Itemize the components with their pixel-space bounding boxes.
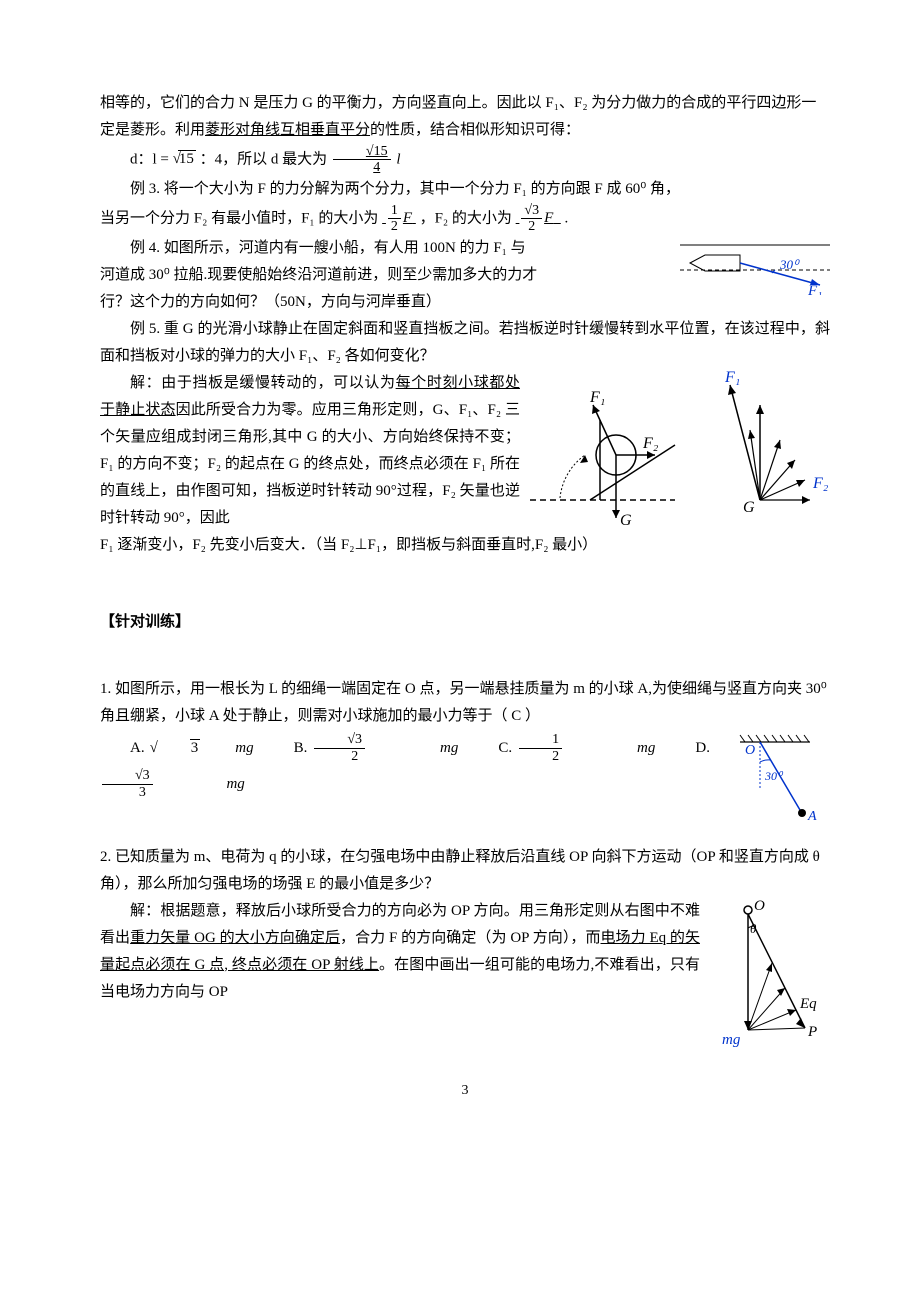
svg-text:O: O	[745, 743, 755, 758]
incline-ball-diagram: F₁ F₂ G	[530, 389, 675, 529]
boat-diagram: 30⁰ F₁	[680, 235, 830, 295]
option-c: C. 12 mg	[498, 740, 655, 756]
pendulum-diagram: O 30⁰ A	[720, 730, 830, 830]
ex4-line3: 行？这个力的方向如何？（50N，方向与河岸垂直）	[100, 289, 670, 316]
question-1-text: 1. 如图所示，用一根长为 L 的细绳一端固定在 O 点，另一端悬挂质量为 m …	[100, 676, 830, 730]
intro-paragraph-2: d：l = 15 ：4，所以 d 最大为 √154 l	[100, 144, 830, 176]
option-a: A. 3mg	[130, 740, 254, 756]
intro-frac: √154	[333, 144, 391, 176]
intro-underline: 菱形对角线互相垂直平分	[205, 122, 370, 138]
ex4-line1: 例 4. 如图所示，河道内有一艘小船，有人用 100N 的力 F₁ 与	[100, 235, 670, 262]
svg-text:30⁰: 30⁰	[764, 769, 784, 783]
ex5-solution-tail: F₁ 逐渐变小，F₂ 先变小后变大．（当 F₂⊥F₁，即挡板与斜面垂直时,F₂ …	[100, 532, 830, 559]
example-3-line1: 例 3. 将一个大小为 F 的力分解为两个分力，其中一个分力 F₁ 的方向跟 F…	[100, 176, 830, 203]
svg-text:30⁰: 30⁰	[779, 257, 800, 272]
intro-paragraph-1: 相等的，它们的合力 N 是压力 G 的平衡力，方向竖直向上。因此以 F₁、F₂ …	[100, 90, 830, 144]
svg-text:P: P	[807, 1024, 817, 1040]
ex3-blank2: √32F	[516, 210, 561, 226]
question-2-block: O θ Eq P mg 解：根据题意，释放后小球所受合力的方向必为 OP 方向。…	[100, 898, 830, 1048]
svg-text:O: O	[754, 898, 765, 914]
sqrt-icon	[150, 740, 155, 756]
intro-text-1-tail: 的性质，结合相似形知识可得：	[370, 122, 580, 138]
q2-sol-u1: 重力矢量 OG 的大小方向确定后	[130, 930, 340, 946]
svg-text:F₁: F₁	[807, 283, 822, 295]
svg-text:A: A	[807, 809, 817, 824]
vector-triangle-diagram: F₁ F₂ G	[724, 370, 829, 516]
svg-text:F₂: F₂	[642, 435, 659, 452]
q2-sol-b: ，合力 F 的方向确定（为 OP 方向），而	[340, 930, 600, 946]
svg-text:F₂: F₂	[812, 475, 829, 492]
electric-field-diagram: O θ Eq P mg	[710, 898, 830, 1048]
question-2-text: 2. 已知质量为 m、电荷为 q 的小球，在匀强电场中由静止释放后沿直线 OP …	[100, 844, 830, 898]
sqrt-15: 15	[178, 150, 196, 167]
page-number: 3	[100, 1078, 830, 1103]
example-5-intro: 例 5. 重 G 的光滑小球静止在固定斜面和竖直挡板之间。若挡板逆时针缓慢转到水…	[100, 316, 830, 370]
svg-text:mg: mg	[722, 1032, 741, 1048]
intro-p2-a: d：l =	[130, 151, 173, 167]
intro-p2-tail: l	[393, 151, 401, 167]
example-5-solution-block: F₁ F₂ G F₁ F₂ G 解：由于挡板是缓慢转动的，可以认为每个时刻小球都…	[100, 370, 830, 532]
svg-text:F₁: F₁	[724, 370, 740, 386]
svg-text:Eq: Eq	[799, 996, 817, 1012]
ex5-sol-a: 解：由于挡板是缓慢转动的，可以认为	[130, 375, 396, 391]
ex3-b: ，F₂ 的大小为	[420, 210, 516, 226]
ex3-a: 当另一个分力 F₂ 有最小值时，F₁ 的大小为	[100, 210, 378, 226]
ex3-frac1: 12	[388, 203, 401, 235]
intro-p2-b: ：4，所以 d 最大为	[200, 151, 328, 167]
question-1-block: O 30⁰ A A. 3mg B. √32 mg C. 12 mg D. √33…	[100, 730, 830, 830]
ex5-sol-b: 因此所受合力为零。应用三角形定则，G、F₁、F₂ 三个矢量应组成封闭三角形,其中…	[100, 402, 520, 526]
example-3-line2: 当另一个分力 F₂ 有最小值时，F₁ 的大小为 12F ，F₂ 的大小为 √32…	[100, 203, 830, 235]
option-b: B. √32 mg	[294, 740, 459, 756]
ex5-diagrams: F₁ F₂ G F₁ F₂ G	[530, 370, 830, 530]
ex3-frac2: √32	[521, 203, 542, 235]
svg-text:θ: θ	[750, 921, 757, 936]
ex3-tail: .	[565, 210, 569, 226]
svg-text:G: G	[743, 499, 755, 516]
ex3-blank1: 12F	[382, 210, 416, 226]
svg-text:F₁: F₁	[589, 389, 605, 406]
practice-section-title: 【针对训练】	[100, 609, 830, 636]
example-4-block: 30⁰ F₁ 例 4. 如图所示，河道内有一艘小船，有人用 100N 的力 F₁…	[100, 235, 830, 316]
svg-text:G: G	[620, 512, 632, 529]
ex4-line2: 河道成 30⁰ 拉船.现要使船始终沿河道前进，则至少需加多大的力才	[100, 262, 670, 289]
